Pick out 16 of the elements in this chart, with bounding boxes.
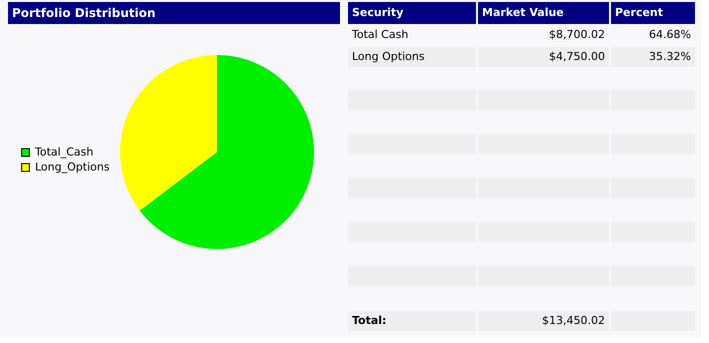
- text: Market Value: [482, 6, 564, 19]
- text: Percent: [615, 6, 664, 19]
- text: $13,450.02: [542, 314, 605, 327]
- text: $4,750.00: [549, 50, 605, 63]
- chart-title: Portfolio Distribution: [12, 6, 156, 20]
- text: 64.68%: [649, 28, 691, 41]
- text: 35.32%: [649, 50, 691, 63]
- legend-label: Total_Cash: [34, 146, 94, 158]
- text: Total Cash: [351, 28, 408, 41]
- legend-label: Long_Options: [35, 160, 110, 174]
- text: Security: [352, 6, 404, 19]
- text: $8,700.02: [549, 28, 605, 41]
- text: Long Options: [352, 50, 425, 63]
- pie-slice: [120, 55, 217, 211]
- pie-slice: [140, 55, 314, 249]
- text: Total:: [352, 314, 386, 327]
